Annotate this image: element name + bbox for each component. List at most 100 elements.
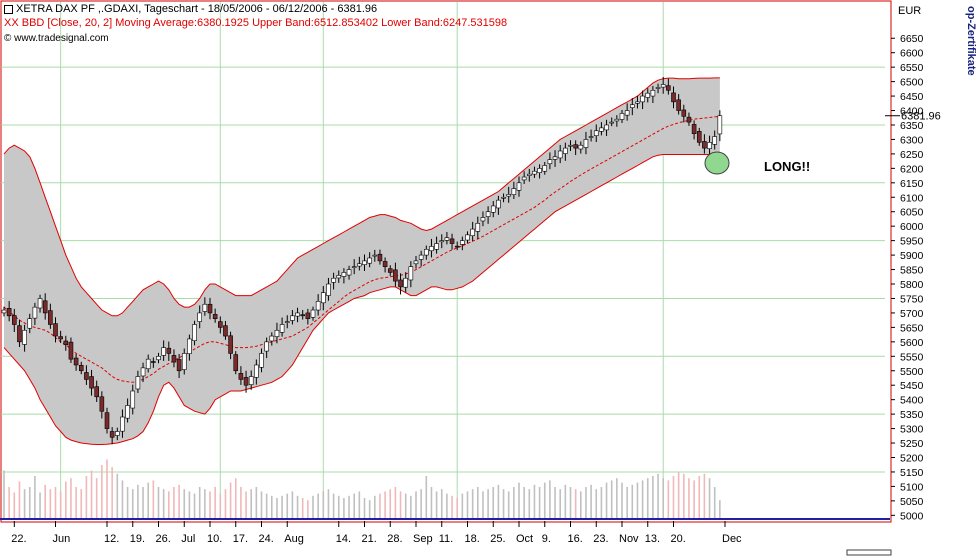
- candle: [532, 166, 537, 178]
- candle-body: [326, 283, 331, 296]
- candle-body: [145, 358, 151, 370]
- candle: [650, 85, 656, 104]
- volume-bar: [580, 491, 582, 520]
- candle: [640, 90, 645, 110]
- volume-bar: [698, 476, 701, 520]
- volume-bar: [667, 480, 670, 520]
- volume-bar: [178, 484, 180, 520]
- candle: [223, 321, 228, 340]
- candle: [326, 277, 331, 301]
- candle-body: [238, 373, 244, 380]
- volume-bar: [265, 493, 268, 520]
- volume-bar: [688, 478, 690, 520]
- candle: [17, 319, 22, 348]
- candle: [37, 294, 43, 313]
- candle-body: [434, 243, 439, 250]
- volume-bar: [229, 482, 232, 520]
- candle-body: [78, 364, 84, 372]
- volume-bar: [466, 491, 469, 520]
- candle-body: [228, 335, 233, 354]
- candle: [501, 193, 506, 203]
- candle-body: [346, 269, 352, 276]
- volume-bar: [3, 470, 5, 520]
- candle: [130, 384, 136, 415]
- volume-bar: [523, 487, 525, 520]
- candle-body: [563, 147, 568, 154]
- volume-bar: [440, 489, 443, 520]
- candle-body: [485, 211, 491, 217]
- candle-body: [676, 99, 681, 111]
- candle: [351, 259, 357, 275]
- volume-bar: [610, 480, 613, 520]
- volume-bar: [708, 478, 711, 520]
- volume-bar: [482, 491, 484, 520]
- candle-body: [151, 361, 156, 363]
- x-tick-label: 18.: [465, 533, 480, 545]
- candle-body: [254, 364, 259, 378]
- candle-body: [387, 268, 393, 273]
- y-tick-label: 5550: [900, 351, 924, 363]
- volume-bar: [142, 487, 144, 520]
- candle: [176, 353, 182, 378]
- candle: [423, 245, 429, 260]
- scroll-thumb[interactable]: [846, 549, 892, 556]
- candle: [259, 348, 264, 373]
- volume-bar: [595, 489, 598, 520]
- volume-bar: [590, 484, 592, 520]
- volume-bar: [549, 480, 551, 520]
- volume-bar: [137, 484, 139, 520]
- candle-body: [578, 144, 584, 150]
- candle: [78, 361, 84, 375]
- candle: [563, 142, 568, 161]
- volume-bar: [348, 495, 350, 520]
- volume-bar: [162, 489, 165, 520]
- candle-body: [511, 188, 517, 195]
- volume-bar: [8, 487, 10, 520]
- volume-bar: [368, 500, 371, 520]
- candle: [254, 359, 259, 385]
- volume-bar: [286, 493, 289, 520]
- volume-bar: [492, 487, 495, 520]
- candle-body: [248, 376, 254, 385]
- y-tick-label: 5900: [900, 250, 924, 262]
- candle-body: [341, 272, 347, 277]
- volume-bar: [111, 467, 113, 520]
- candle: [104, 407, 110, 434]
- candle-body: [320, 292, 326, 304]
- volume-bar: [404, 493, 407, 520]
- candle: [398, 273, 403, 295]
- volume-bar: [204, 489, 206, 520]
- x-tick-label: 28.: [387, 533, 402, 545]
- volume-bar: [214, 487, 216, 520]
- volume-bar: [219, 493, 222, 520]
- candle: [197, 305, 202, 329]
- candle-body: [681, 109, 687, 117]
- candle-body: [588, 136, 594, 138]
- candle: [181, 348, 187, 375]
- y-tick-label: 5750: [900, 293, 924, 305]
- side-label-text: op-Zertifikate: [965, 6, 977, 76]
- candle-body: [552, 156, 558, 160]
- candle-body: [465, 234, 470, 241]
- candle: [542, 161, 548, 175]
- volume-bar: [245, 491, 247, 520]
- volume-bar: [600, 487, 603, 520]
- candle-body: [125, 405, 130, 419]
- candle-body: [480, 217, 486, 222]
- candle-body: [696, 131, 702, 143]
- candle-body: [315, 301, 321, 311]
- candle-body: [516, 182, 522, 191]
- volume-bar: [59, 491, 62, 520]
- x-tick-label: 10.: [207, 533, 222, 545]
- candle: [331, 272, 336, 290]
- candle-body: [542, 165, 548, 172]
- volume-bar: [559, 489, 561, 520]
- candle-body: [506, 194, 512, 197]
- candle-body: [212, 314, 218, 320]
- candle: [578, 141, 584, 154]
- candle-body: [537, 168, 542, 173]
- candle-body: [408, 266, 414, 281]
- candle-body: [593, 130, 599, 136]
- candle-body: [290, 315, 295, 321]
- y-tick-label: 6250: [900, 149, 924, 161]
